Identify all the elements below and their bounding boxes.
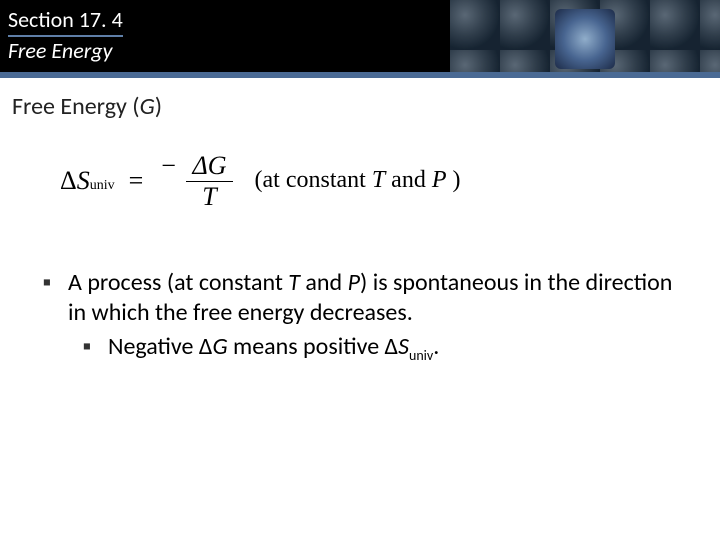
numerator: ΔG xyxy=(186,153,232,182)
bullet-text-2: Negative ΔG means positive ΔSuniv. xyxy=(108,332,680,364)
lhs-var: S xyxy=(77,166,90,196)
cond-P: P xyxy=(432,167,447,193)
cond-close: ) xyxy=(447,167,461,193)
bullet-marker-icon: ▪ xyxy=(40,268,54,328)
list-item: ▪ A process (at constant T and P) is spo… xyxy=(40,268,680,328)
num-var: G xyxy=(208,151,227,180)
num-delta: Δ xyxy=(192,151,207,180)
header-text: Section 17. 4 Free Energy xyxy=(8,6,123,64)
subtitle-suffix: ) xyxy=(155,92,162,121)
b2-G: G xyxy=(212,332,227,361)
equation: ΔSuniv = − ΔG T (at constant T and P ) xyxy=(60,151,720,210)
cond-T: T xyxy=(372,167,385,193)
bullet-text-1: A process (at constant T and P) is spont… xyxy=(68,268,680,328)
b1-P: P xyxy=(348,268,360,297)
b2-a: Negative Δ xyxy=(108,332,212,361)
lhs-delta: Δ xyxy=(60,166,77,196)
fraction: ΔG T xyxy=(186,153,232,210)
equation-lhs: ΔSuniv xyxy=(60,166,115,196)
b2-S: S xyxy=(398,332,409,361)
b1-T: T xyxy=(288,268,300,297)
b1-b: and xyxy=(300,268,348,297)
section-title: Free Energy xyxy=(8,37,123,65)
cond-open: (at constant xyxy=(255,167,372,193)
header-decoration xyxy=(450,0,720,78)
b2-c: . xyxy=(433,332,439,361)
slide-subtitle: Free Energy (G) xyxy=(12,92,720,121)
bullet-marker-icon: ▪ xyxy=(80,332,94,364)
equation-condition: (at constant T and P ) xyxy=(255,167,461,194)
b1-a: A process (at constant xyxy=(68,268,288,297)
b2-sub: univ xyxy=(409,347,433,364)
header-accent-bar xyxy=(0,72,720,78)
subtitle-symbol: G xyxy=(140,92,155,121)
denominator: T xyxy=(202,182,216,210)
equation-rhs: − ΔG T xyxy=(157,151,232,210)
subtitle-prefix: Free Energy ( xyxy=(12,92,140,121)
cond-and: and xyxy=(385,167,432,193)
bullet-list: ▪ A process (at constant T and P) is spo… xyxy=(40,268,680,364)
lhs-sub: univ xyxy=(90,178,115,194)
section-label: Section 17. 4 xyxy=(8,6,123,37)
slide-header: Section 17. 4 Free Energy xyxy=(0,0,720,78)
b2-b: means positive Δ xyxy=(228,332,399,361)
list-item: ▪ Negative ΔG means positive ΔSuniv. xyxy=(80,332,680,364)
equals-sign: = xyxy=(129,166,144,196)
minus-sign: − xyxy=(161,151,176,180)
